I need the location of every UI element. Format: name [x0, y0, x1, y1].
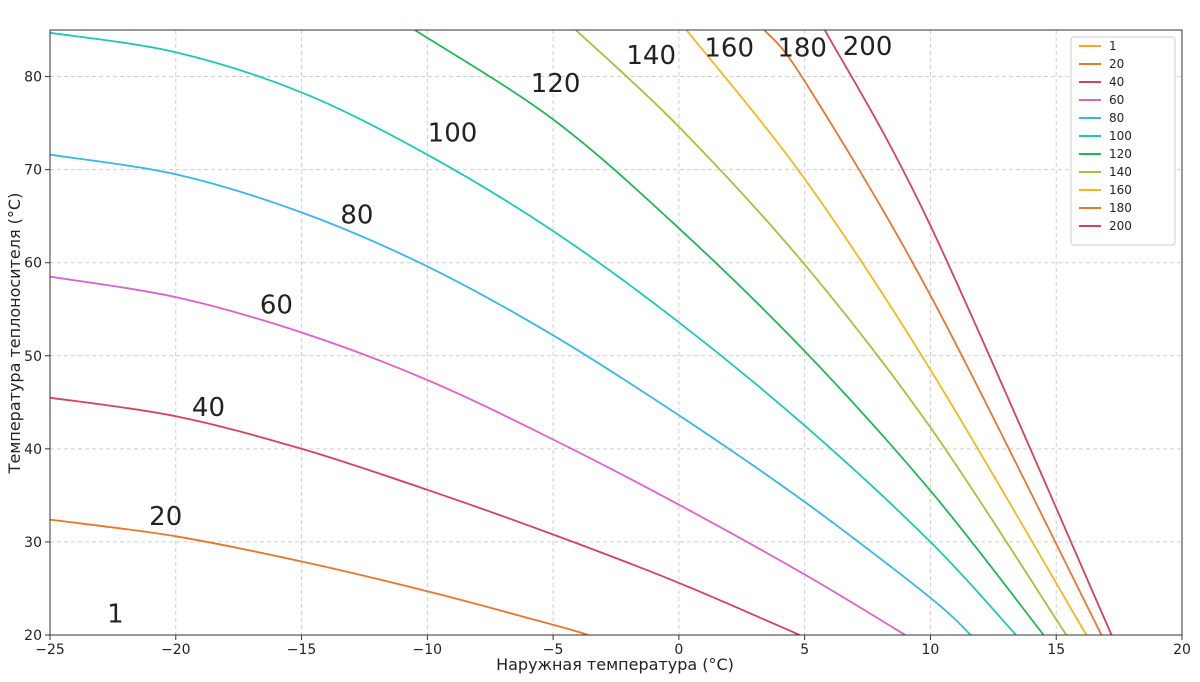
series-line-40 [50, 396, 800, 635]
series-line-1 [50, 637, 1182, 645]
series-line-180 [763, 30, 1103, 635]
x-tick-label: −10 [413, 642, 443, 658]
plot-frame [49, 29, 1183, 636]
x-tick-label: −20 [161, 642, 191, 658]
series-line-140 [575, 30, 1068, 635]
x-axis-title: Наружная температура (°C) [496, 655, 734, 674]
series-line-80 [50, 153, 972, 635]
legend-label: 80 [1109, 111, 1124, 125]
series-line-160 [685, 30, 1088, 635]
x-tick-label: −25 [35, 642, 65, 658]
y-axis-title: Температура теплоносителя (°C) [5, 193, 24, 475]
series-line-120 [414, 30, 1045, 635]
y-tick-label: 40 [24, 442, 42, 458]
series-line-60 [50, 275, 906, 635]
y-tick-label: 30 [24, 535, 42, 551]
legend-label: 20 [1109, 57, 1124, 71]
legend-box [1070, 36, 1176, 246]
legend-label: 160 [1109, 183, 1132, 197]
x-tick-label: −5 [543, 642, 564, 658]
curve-label: 40 [192, 393, 225, 423]
x-tick-label: 5 [800, 642, 809, 658]
y-tick-label: 80 [24, 70, 42, 86]
legend-label: 200 [1109, 219, 1132, 233]
y-axis-ticks: 20 30 40 50 60 70 80 [24, 70, 50, 644]
curve-label: 20 [149, 502, 182, 532]
x-tick-label: 0 [674, 642, 683, 658]
curve-label: 120 [531, 69, 581, 99]
series-lines [50, 30, 1182, 645]
curve-label: 60 [260, 291, 293, 321]
y-tick-label: 50 [24, 349, 42, 365]
legend-label: 100 [1109, 129, 1132, 143]
curve-label: 1 [107, 600, 124, 630]
series-line-100 [50, 31, 1017, 635]
legend-label: 120 [1109, 147, 1132, 161]
curve-label: 200 [843, 32, 893, 62]
legend-label: 60 [1109, 93, 1124, 107]
legend-label: 40 [1109, 75, 1124, 89]
x-tick-label: 15 [1047, 642, 1065, 658]
curve-label: 80 [340, 200, 373, 230]
x-tick-label: 20 [1173, 642, 1191, 658]
curve-label: 140 [626, 41, 676, 71]
curve-label: 100 [428, 118, 478, 148]
series-line-20 [50, 518, 589, 635]
series-line-200 [824, 30, 1113, 635]
x-tick-label: 10 [922, 642, 940, 658]
axes-frame [49, 29, 1183, 636]
legend-label: 1 [1109, 39, 1117, 53]
y-tick-label: 20 [24, 628, 42, 644]
y-tick-label: 60 [24, 256, 42, 272]
curve-label: 180 [777, 34, 827, 64]
legend-label: 180 [1109, 201, 1132, 215]
x-axis-ticks: −25 −20 −15 −10 −5 0 5 10 15 20 [35, 635, 1191, 658]
x-tick-label: −15 [287, 642, 317, 658]
curve-label: 160 [704, 34, 754, 64]
legend-label: 140 [1109, 165, 1132, 179]
y-tick-label: 70 [24, 163, 42, 179]
